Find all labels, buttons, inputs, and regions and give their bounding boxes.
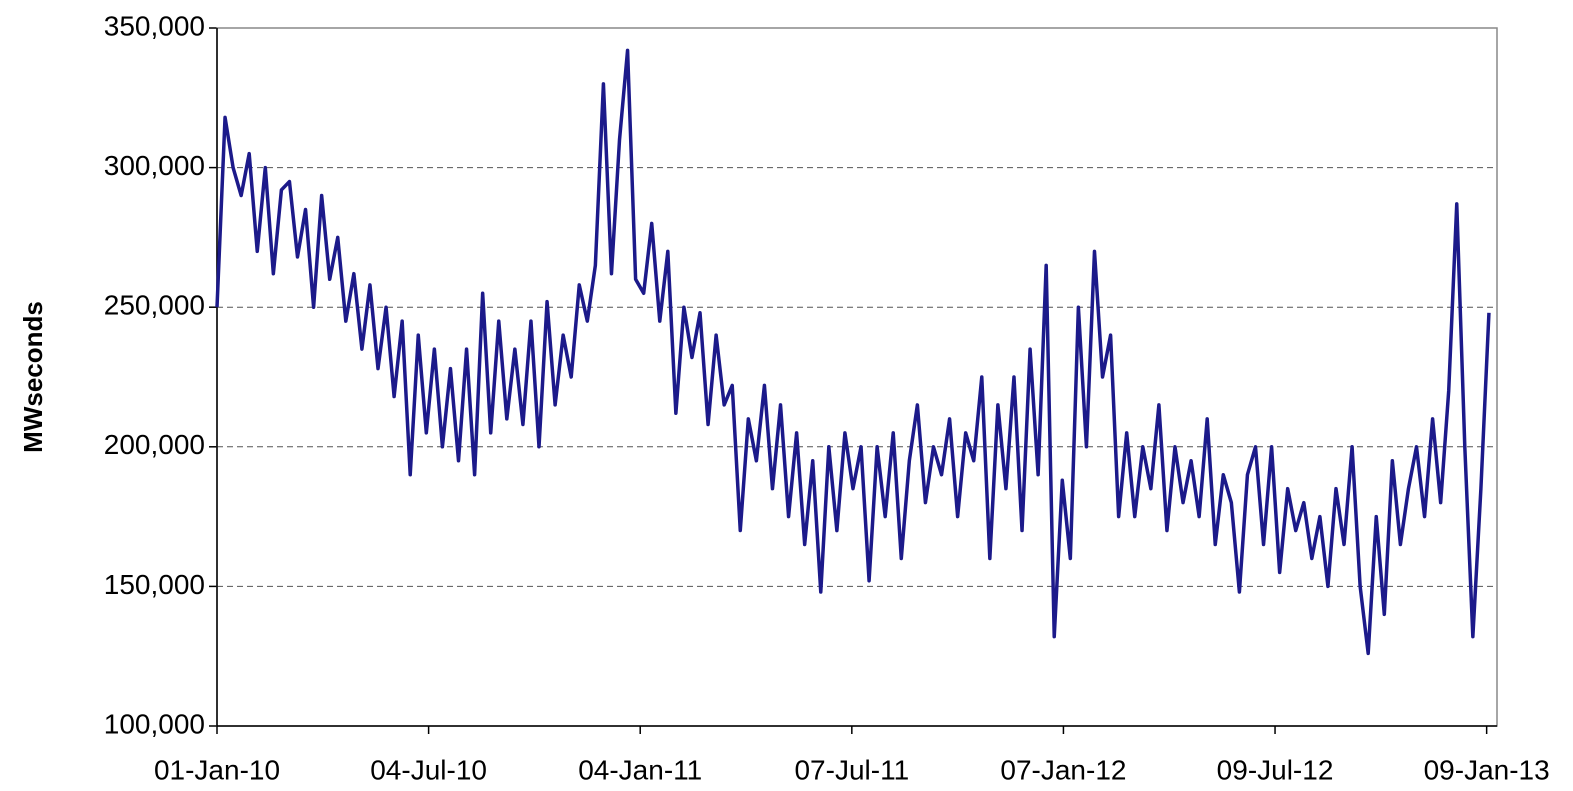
y-tick-label: 200,000 bbox=[104, 429, 205, 460]
plot-frame bbox=[216, 27, 1498, 727]
y-axis-label: MWseconds bbox=[18, 301, 48, 453]
x-tick-label: 04-Jan-11 bbox=[578, 754, 702, 785]
y-tick-label: 300,000 bbox=[104, 150, 205, 181]
y-tick-label: 100,000 bbox=[104, 708, 205, 739]
x-tick-label: 04-Jul-10 bbox=[370, 754, 487, 785]
x-tick-label: 09-Jul-12 bbox=[1217, 754, 1334, 785]
y-tick-label: 150,000 bbox=[104, 569, 205, 600]
x-tick-label: 01-Jan-10 bbox=[154, 754, 280, 785]
y-tick-label: 250,000 bbox=[104, 290, 205, 321]
x-tick-label: 07-Jul-11 bbox=[794, 754, 909, 785]
y-tick-label: 350,000 bbox=[104, 10, 205, 41]
series-line bbox=[215, 48, 1491, 656]
x-tick-label: 09-Jan-13 bbox=[1424, 754, 1550, 785]
x-tick-label: 07-Jan-12 bbox=[1000, 754, 1126, 785]
